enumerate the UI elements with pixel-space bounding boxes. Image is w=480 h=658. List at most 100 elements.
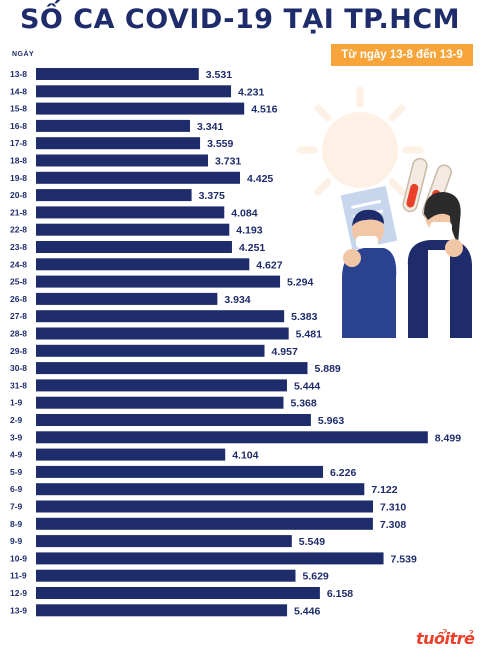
category-label: 28-8: [10, 329, 27, 339]
category-label: 26-8: [10, 294, 27, 304]
bar-27-8: [36, 310, 285, 323]
value-label: 4.084: [231, 207, 257, 219]
category-label: 29-8: [10, 346, 27, 356]
category-label: 23-8: [10, 242, 27, 252]
tuoi-tre-logo: tuổitrẻ: [416, 629, 475, 651]
category-label: 24-8: [10, 259, 27, 269]
bar-1-9: [36, 396, 284, 409]
category-label: 3-9: [10, 432, 23, 442]
bar-24-8: [36, 258, 250, 271]
category-label: 13-9: [10, 605, 27, 615]
category-label: 27-8: [10, 311, 27, 321]
value-label: 5.963: [318, 415, 344, 427]
value-label: 5.889: [314, 363, 340, 375]
chart-title: SỐ CA COVID-19 TẠI TP.HCM: [19, 4, 461, 35]
bar-29-8: [36, 344, 265, 357]
date-range-badge: Từ ngày 13-8 đến 13-9: [331, 44, 473, 66]
category-label: 30-8: [10, 363, 27, 373]
bar-6-9: [36, 483, 365, 496]
bar-25-8: [36, 275, 281, 288]
bar-21-8: [36, 206, 225, 219]
bar-13-8: [36, 68, 199, 80]
value-label: 7.310: [380, 502, 406, 514]
category-label: 2-9: [10, 415, 23, 425]
value-label: 3.731: [215, 156, 241, 168]
bar-5-9: [36, 465, 324, 478]
covid-illustration: [296, 86, 472, 338]
value-label: 7.539: [391, 553, 417, 565]
value-label: 4.516: [251, 104, 277, 116]
bar-9-9: [36, 535, 292, 548]
value-label: 5.368: [290, 398, 316, 410]
category-label: 6-9: [10, 484, 23, 494]
bar-14-8: [36, 85, 232, 98]
bar-11-9: [36, 569, 296, 582]
category-label: 19-8: [10, 173, 27, 183]
category-label: 5-9: [10, 467, 23, 477]
bar-30-8: [36, 362, 308, 375]
value-label: 3.341: [197, 121, 223, 133]
bar-28-8: [36, 327, 289, 340]
category-label: 17-8: [10, 138, 27, 148]
bar-15-8: [36, 102, 245, 115]
bar-7-9: [36, 500, 373, 513]
bar-31-8: [36, 379, 287, 392]
category-label: 13-8: [10, 69, 27, 79]
value-label: 5.294: [287, 277, 313, 289]
category-label: 18-8: [10, 156, 27, 166]
bar-8-9: [36, 517, 373, 530]
value-label: 4.104: [232, 450, 258, 462]
value-label: 5.383: [291, 311, 317, 323]
category-label: 8-9: [10, 519, 23, 529]
bar-22-8: [36, 223, 230, 236]
category-label: 22-8: [10, 225, 27, 235]
bar-12-9: [36, 587, 320, 599]
bar-3-9: [36, 431, 428, 444]
bar-2-9: [36, 414, 311, 426]
category-label: 11-9: [10, 571, 27, 581]
value-label: 7.122: [371, 484, 397, 496]
man-figure: [342, 209, 397, 338]
value-label: 4.251: [239, 242, 265, 254]
value-label: 5.629: [302, 571, 328, 583]
category-label: 7-9: [10, 502, 23, 512]
bar-23-8: [36, 241, 232, 253]
value-label: 7.308: [380, 519, 406, 531]
value-label: 5.446: [294, 605, 320, 617]
category-label: 20-8: [10, 190, 27, 200]
category-label: 10-9: [10, 553, 27, 563]
category-label: 12-9: [10, 588, 27, 598]
bar-20-8: [36, 189, 192, 202]
category-label: 21-8: [10, 207, 27, 217]
bar-19-8: [36, 171, 240, 184]
category-label: 4-9: [10, 450, 23, 460]
category-label: 31-8: [10, 380, 27, 390]
category-label: 25-8: [10, 277, 27, 287]
woman-figure: [407, 192, 472, 338]
bar-18-8: [36, 154, 208, 167]
value-label: 4.193: [236, 225, 262, 237]
bar-17-8: [36, 137, 201, 150]
value-label: 5.444: [294, 380, 320, 392]
logo-wordmark: tuổitrẻ: [416, 629, 475, 648]
value-label: 5.481: [296, 329, 322, 341]
category-label: 14-8: [10, 86, 27, 96]
bar-16-8: [36, 119, 191, 132]
value-label: 3.934: [224, 294, 250, 306]
value-label: 5.549: [299, 536, 325, 548]
value-label: 6.158: [327, 588, 353, 600]
category-label: 1-9: [10, 398, 23, 408]
value-label: 3.375: [199, 190, 225, 202]
category-label: 9-9: [10, 536, 23, 546]
bar-4-9: [36, 448, 226, 461]
bar-26-8: [36, 292, 218, 305]
value-label: 3.531: [206, 69, 232, 81]
value-label: 4.957: [272, 346, 298, 358]
category-label: 15-8: [10, 104, 27, 114]
bar-10-9: [36, 552, 384, 565]
value-label: 4.627: [256, 259, 282, 271]
value-label: 4.425: [247, 173, 273, 185]
value-label: 8.499: [435, 432, 461, 444]
value-label: 4.231: [238, 86, 264, 98]
